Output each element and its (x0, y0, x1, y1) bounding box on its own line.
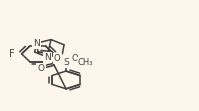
Text: N: N (33, 39, 40, 48)
Text: F: F (9, 49, 15, 59)
Text: O: O (54, 54, 60, 63)
Text: N: N (44, 53, 51, 62)
Text: CH₃: CH₃ (78, 58, 93, 67)
Text: O: O (37, 64, 45, 73)
Text: O: O (72, 54, 78, 63)
Text: S: S (63, 58, 69, 67)
